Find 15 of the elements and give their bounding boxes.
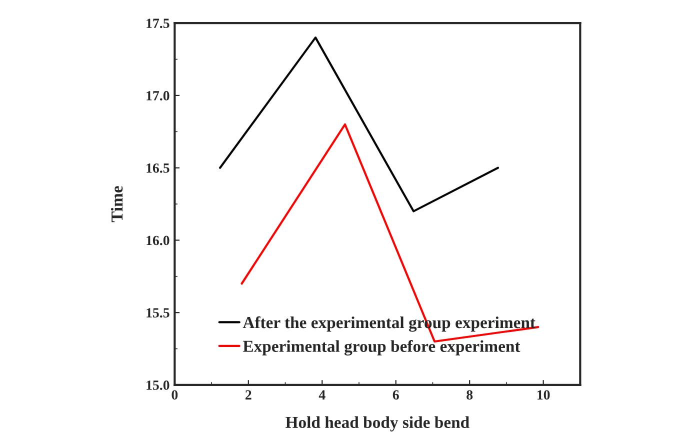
y-axis-title: Time	[110, 186, 123, 222]
x-tick-label: 8	[466, 390, 473, 400]
x-tick-label: 4	[318, 390, 326, 400]
x-axis-title: Hold head body side bend	[286, 416, 470, 432]
y-tick-label: 15.0	[146, 380, 170, 390]
x-tick-label: 2	[246, 390, 252, 400]
legend-label: Experimental group before experiment	[242, 340, 520, 356]
y-tick-label: 15.5	[146, 308, 170, 318]
y-tick-label: 17.0	[146, 91, 170, 100]
x-tick-label: 10	[538, 390, 550, 400]
y-tick-label: 17.5	[146, 18, 170, 28]
x-tick-label: 0	[172, 390, 178, 400]
x-tick-label: 6	[392, 390, 399, 400]
y-tick-label: 16.0	[146, 236, 170, 246]
y-tick-label: 16.5	[146, 163, 170, 173]
